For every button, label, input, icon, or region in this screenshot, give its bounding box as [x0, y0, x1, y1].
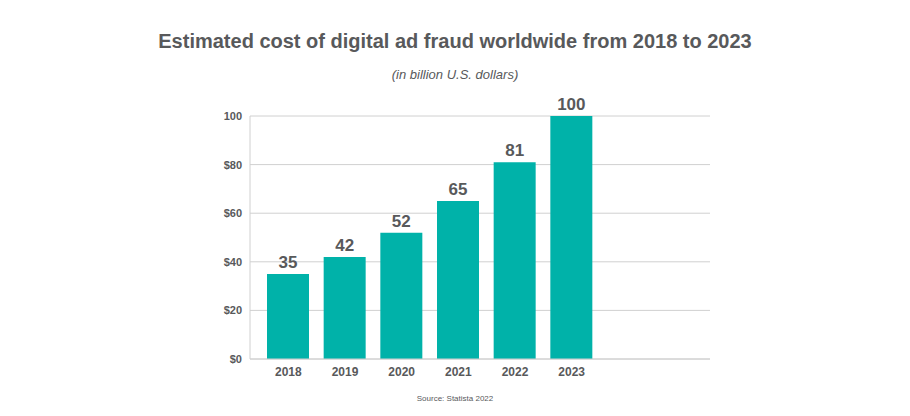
svg-text:$40: $40: [224, 256, 242, 268]
svg-text:2020: 2020: [388, 365, 415, 379]
svg-text:2021: 2021: [445, 365, 472, 379]
html-text:Estimated cost of digital ad f: Estimated cost of digital ad fraud world…: [158, 30, 752, 52]
svg-text:52: 52: [392, 212, 411, 231]
svg-text:100: 100: [224, 110, 242, 122]
html-text:Source: Statista 2022: Source: Statista 2022: [416, 394, 494, 403]
svg-text:2023: 2023: [558, 365, 585, 379]
svg-text:2022: 2022: [502, 365, 529, 379]
svg-text:2018: 2018: [275, 365, 302, 379]
svg-text:35: 35: [279, 253, 298, 272]
svg-text:65: 65: [449, 180, 468, 199]
svg-text:2019: 2019: [332, 365, 359, 379]
svg-text:100: 100: [557, 95, 585, 114]
svg-text:$80: $80: [224, 159, 242, 171]
svg-text:81: 81: [505, 141, 524, 160]
svg-text:$0: $0: [230, 353, 242, 365]
svg-text:42: 42: [335, 236, 354, 255]
svg-text:$60: $60: [224, 207, 242, 219]
svg-text:$20: $20: [224, 304, 242, 316]
html-text:(in billion U.S. dollars): (in billion U.S. dollars): [391, 67, 519, 82]
